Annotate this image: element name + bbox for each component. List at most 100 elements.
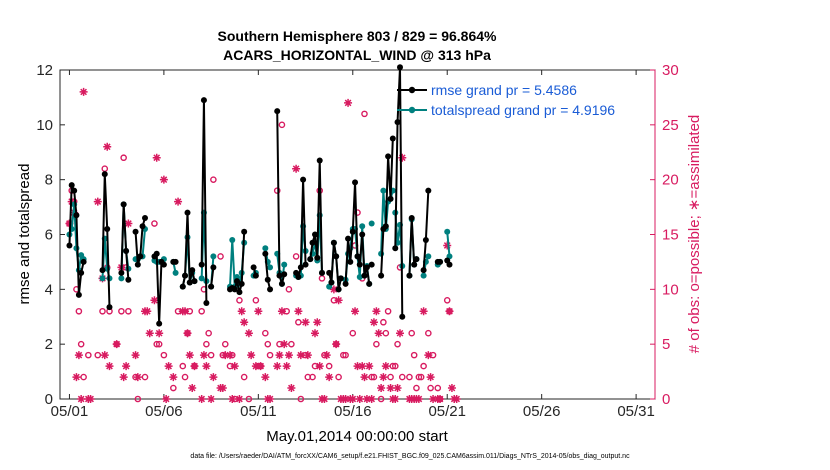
- rmse-point: [406, 272, 413, 279]
- rmse-point: [80, 258, 87, 265]
- obs-assimilated-marker: [369, 318, 378, 327]
- obs-assimilated-marker: [414, 395, 423, 403]
- obs-assimilated-marker: [169, 373, 178, 382]
- rmse-point: [66, 242, 73, 249]
- y-right-tick-label: 25: [662, 117, 679, 134]
- obs-assimilated-marker: [393, 384, 402, 393]
- obs-possible-marker: [295, 318, 302, 326]
- obs-possible-marker: [203, 340, 210, 348]
- rmse-point: [210, 264, 217, 271]
- rmse-point: [250, 264, 257, 271]
- rmse-point: [73, 212, 80, 219]
- rmse-point: [300, 176, 307, 183]
- obs-assimilated-marker: [445, 307, 454, 316]
- rmse-point: [262, 250, 269, 257]
- obs-possible-marker: [160, 351, 168, 359]
- obs-possible-marker: [75, 307, 83, 315]
- obs-possible-marker: [118, 307, 125, 315]
- obs-assimilated-marker: [386, 384, 395, 393]
- obs-possible-marker: [387, 373, 394, 381]
- rmse-point: [118, 269, 125, 276]
- rmse-point: [309, 239, 316, 246]
- chart-title: Southern Hemisphere 803 / 829 = 96.864%: [218, 28, 498, 44]
- obs-assimilated-marker: [228, 395, 237, 403]
- totalspread-point: [210, 253, 217, 260]
- obs-possible-marker: [413, 384, 420, 392]
- obs-possible-marker: [179, 362, 187, 370]
- y-right-tick-label: 5: [662, 336, 670, 353]
- obs-possible-marker: [181, 373, 189, 381]
- legend: rmse grand pr = 5.4586 totalspread grand…: [397, 82, 615, 118]
- obs-possible-marker: [94, 351, 102, 359]
- rmse-point: [153, 250, 160, 257]
- rmse-point: [120, 201, 127, 208]
- obs-possible-marker: [325, 362, 333, 370]
- y-left-tick-label: 10: [36, 117, 53, 134]
- rmse-point: [392, 245, 399, 252]
- data-file-footnote: data file: /Users/raeder/DAI/ATM_forcXX/…: [190, 453, 630, 460]
- obs-assimilated-marker: [360, 373, 369, 382]
- obs-assimilated-marker: [379, 373, 388, 382]
- obs-possible-marker: [417, 373, 425, 381]
- rmse-point: [125, 276, 132, 283]
- obs-possible-marker: [384, 307, 392, 315]
- obs-assimilated-marker: [391, 395, 400, 403]
- obs-assimilated-marker: [103, 142, 112, 151]
- rmse-point: [425, 187, 432, 194]
- rmse-point: [99, 267, 106, 274]
- obs-assimilated-marker: [301, 318, 310, 327]
- x-tick-label: 05/01: [51, 403, 89, 420]
- obs-assimilated-marker: [429, 395, 438, 403]
- obs-possible-marker: [236, 296, 243, 304]
- x-tick-label: 05/11: [240, 403, 276, 420]
- rmse-point: [186, 279, 193, 286]
- x-tick-label: 05/06: [145, 403, 183, 420]
- obs-assimilated-marker: [362, 395, 371, 403]
- x-tick-label: 05/31: [617, 403, 655, 420]
- rmse-point: [335, 286, 342, 293]
- rmse-point: [397, 64, 403, 71]
- y-right-tick-label: 0: [662, 391, 670, 408]
- rmse-point: [172, 258, 179, 265]
- obs-possible-marker: [408, 329, 416, 337]
- obs-possible-marker: [406, 373, 413, 381]
- rmse-point: [208, 283, 215, 290]
- obs-assimilated-marker: [325, 373, 334, 382]
- rmse-point: [316, 157, 323, 164]
- rmse-point: [385, 153, 392, 160]
- obs-assimilated-marker: [188, 384, 197, 393]
- obs-assimilated-marker: [237, 307, 246, 316]
- totalspread-point: [118, 275, 125, 282]
- rmse-point: [241, 228, 248, 235]
- obs-assimilated-marker: [424, 351, 433, 360]
- obs-assimilated-marker: [320, 395, 329, 403]
- rmse-point: [267, 286, 274, 293]
- obs-assimilated-marker: [436, 395, 445, 403]
- y-right-tick-label: 20: [662, 172, 679, 189]
- rmse-point: [446, 261, 453, 268]
- obs-assimilated-marker: [174, 197, 183, 206]
- rmse-point: [312, 231, 318, 238]
- rmse-point: [314, 254, 321, 261]
- rmse-point: [326, 269, 333, 276]
- obs-assimilated-marker: [296, 351, 305, 360]
- totalspread-point: [359, 223, 366, 230]
- rmse-point: [302, 261, 309, 268]
- obs-possible-marker: [354, 209, 361, 216]
- obs-assimilated-marker: [447, 384, 456, 393]
- obs-assimilated-marker: [209, 373, 218, 382]
- obs-assimilated-marker: [419, 307, 428, 316]
- rmse-point: [363, 264, 370, 271]
- rmse-point: [160, 261, 167, 268]
- x-tick-label: 05/26: [523, 403, 561, 420]
- obs-possible-marker: [240, 373, 248, 381]
- obs-assimilated-marker: [280, 340, 289, 349]
- obs-assimilated-marker: [100, 351, 109, 360]
- obs-assimilated-marker: [183, 329, 192, 338]
- obs-assimilated-marker: [315, 362, 324, 371]
- obs-assimilated-marker: [355, 395, 364, 403]
- obs-possible-marker: [349, 329, 357, 337]
- obs-assimilated-marker: [105, 362, 114, 371]
- rmse-point: [366, 280, 373, 287]
- obs-possible-marker: [394, 340, 401, 348]
